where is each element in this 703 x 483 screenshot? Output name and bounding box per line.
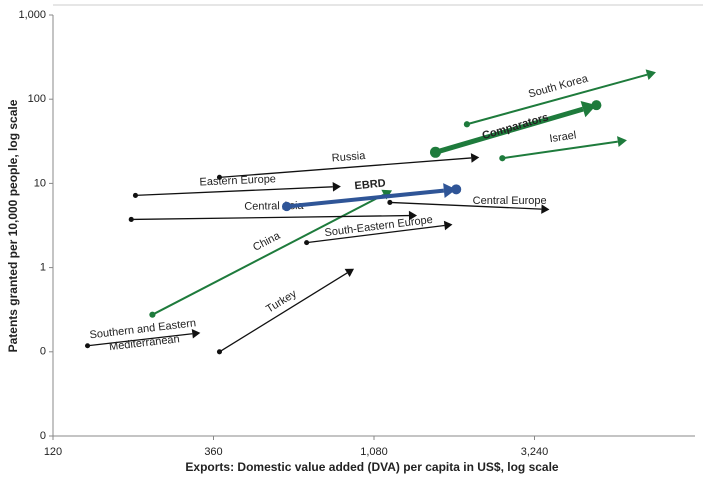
arrow-line [434,106,584,155]
arrow-end-dot [591,100,602,111]
arrow-start [132,192,138,198]
y-tick-label: 10 [34,177,46,189]
series-label: Comparators [481,111,550,142]
arrow-head [443,220,453,231]
x-tick-label: 3,240 [521,446,549,458]
arrow-line [389,201,542,210]
arrow-line [135,186,333,197]
arrow-start [128,216,134,223]
arrow-start [281,201,292,212]
arrow-start [499,155,506,162]
series-label: Turkey [264,288,299,316]
arrow-line [219,157,472,178]
arrow-line [466,73,648,126]
arrow-head [443,183,457,199]
x-tick-label: 360 [204,446,222,458]
y-tick-label: 100 [28,93,46,105]
arrow-start [463,121,471,128]
series-label: South Korea [527,72,590,100]
arrow-head [617,136,627,148]
y-tick-label: 0 [40,430,46,442]
arrow-line [306,224,445,244]
arrow-start [304,240,310,246]
arrow-head [332,182,341,192]
arrow-head [470,153,480,163]
arrow-head [541,204,550,214]
arrow-start [149,311,156,318]
series-label: Russia [331,150,366,165]
arrow-end-dot [451,184,462,195]
arrow-head [408,210,418,221]
x-axis-title: Exports: Domestic value added (DVA) per … [185,460,559,474]
arrow-head [645,69,656,80]
y-tick-label: 0 [40,346,46,358]
arrow-start [216,174,223,180]
series-label: Israel [549,129,577,145]
y-axis-title: Patents granted per 10,000 people, log s… [6,99,20,352]
x-tick-label: 1,080 [360,446,388,458]
arrow-start [84,343,91,349]
arrow-line [286,188,445,209]
series-label: Central Europe [473,195,547,207]
arrow-line [131,214,409,221]
arrow-start [429,146,441,158]
arrow-line [502,140,618,160]
arrow-head [191,328,201,339]
arrow-start [387,199,393,205]
y-tick-label: 1,000 [18,9,46,21]
series-label: EBRD [354,177,386,192]
arrow-line [219,272,348,353]
arrow-line [87,333,193,347]
arrow-head [344,268,355,278]
x-tick-label: 120 [44,446,62,458]
arrow-line [151,193,385,316]
y-tick-label: 1 [40,262,46,274]
series-label: Southern and EasternMediterranean [89,317,198,355]
arrow-start [216,349,223,355]
